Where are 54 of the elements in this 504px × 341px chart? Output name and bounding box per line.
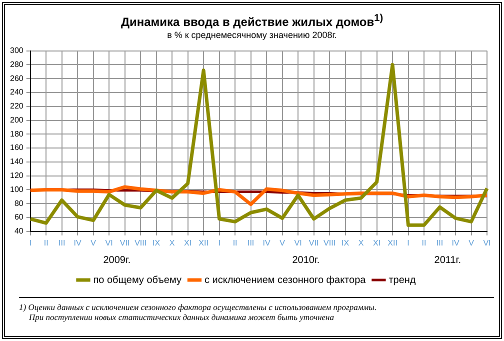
x-tick-label: XII bbox=[388, 238, 398, 248]
x-tick-label: I bbox=[218, 238, 220, 248]
y-tick-label: 220 bbox=[10, 102, 24, 111]
y-tick-label: 180 bbox=[10, 129, 24, 138]
text: 2010г. bbox=[292, 255, 320, 266]
legend-label: тренд bbox=[388, 274, 416, 286]
y-tick-label: 60 bbox=[14, 212, 24, 222]
x-tick-label: IV bbox=[74, 238, 82, 248]
x-tick-label: VI bbox=[483, 238, 491, 248]
y-tick-label: 80 bbox=[14, 198, 24, 208]
x-tick-label: IV bbox=[452, 238, 460, 248]
y-tick-label: 300 bbox=[10, 46, 24, 56]
x-tick-label: I bbox=[29, 238, 32, 248]
y-tick-label: 140 bbox=[10, 157, 24, 166]
y-tick-label: 200 bbox=[10, 115, 24, 124]
x-tick-label: II bbox=[232, 238, 238, 248]
x-tick-label: IX bbox=[342, 238, 350, 248]
x-tick-label: VI bbox=[105, 238, 113, 248]
x-tick-label: V bbox=[280, 238, 286, 248]
text: 2011г. bbox=[434, 255, 461, 266]
legend-label: с исключением сезонного фактора bbox=[204, 274, 366, 286]
x-tick-label: III bbox=[436, 238, 444, 248]
x-tick-label: III bbox=[247, 238, 254, 248]
y-tick-label: 100 bbox=[10, 184, 24, 194]
text: При поступлении новых статистических данных динамика может быть уточнена bbox=[28, 312, 336, 322]
y-tick-label: 260 bbox=[10, 74, 24, 83]
x-tick-label: I bbox=[407, 238, 410, 248]
x-tick-label: VIII bbox=[324, 238, 336, 248]
x-tick-label: V bbox=[90, 238, 97, 248]
x-tick-label: VII bbox=[120, 238, 130, 248]
x-tick-label: IX bbox=[152, 238, 161, 248]
chart-title: Динамика ввода в действие жилых домов$^{1)}$ bbox=[120, 13, 384, 29]
text: 1) Оценки данных с исключением сезонного фактора осуществлены с использованием программы. bbox=[19, 302, 378, 312]
chart-subtitle: в % к среднемесячному значению 2008г. bbox=[166, 30, 338, 40]
x-tick-label: II bbox=[44, 238, 48, 248]
x-tick-label: VIII bbox=[134, 238, 147, 248]
y-tick-label: 160 bbox=[10, 143, 24, 152]
x-tick-label: XII bbox=[198, 238, 208, 248]
text: 2009г. bbox=[103, 255, 131, 266]
x-tick-label: XI bbox=[184, 238, 192, 248]
legend-label: по общему объему bbox=[93, 274, 182, 286]
x-tick-label: III bbox=[58, 238, 66, 248]
y-tick-label: 120 bbox=[10, 171, 24, 180]
y-tick-label: 280 bbox=[10, 60, 24, 69]
x-tick-label: X bbox=[169, 238, 176, 248]
x-tick-label: V bbox=[468, 238, 475, 248]
y-tick-label: 40 bbox=[14, 226, 24, 236]
x-tick-label: X bbox=[358, 238, 364, 248]
x-tick-label: II bbox=[422, 238, 426, 248]
y-tick-label: 240 bbox=[10, 88, 24, 97]
x-tick-label: VII bbox=[308, 238, 319, 248]
x-tick-label: IV bbox=[262, 238, 271, 248]
x-tick-label: XI bbox=[372, 238, 381, 248]
x-tick-label: VI bbox=[294, 238, 302, 248]
